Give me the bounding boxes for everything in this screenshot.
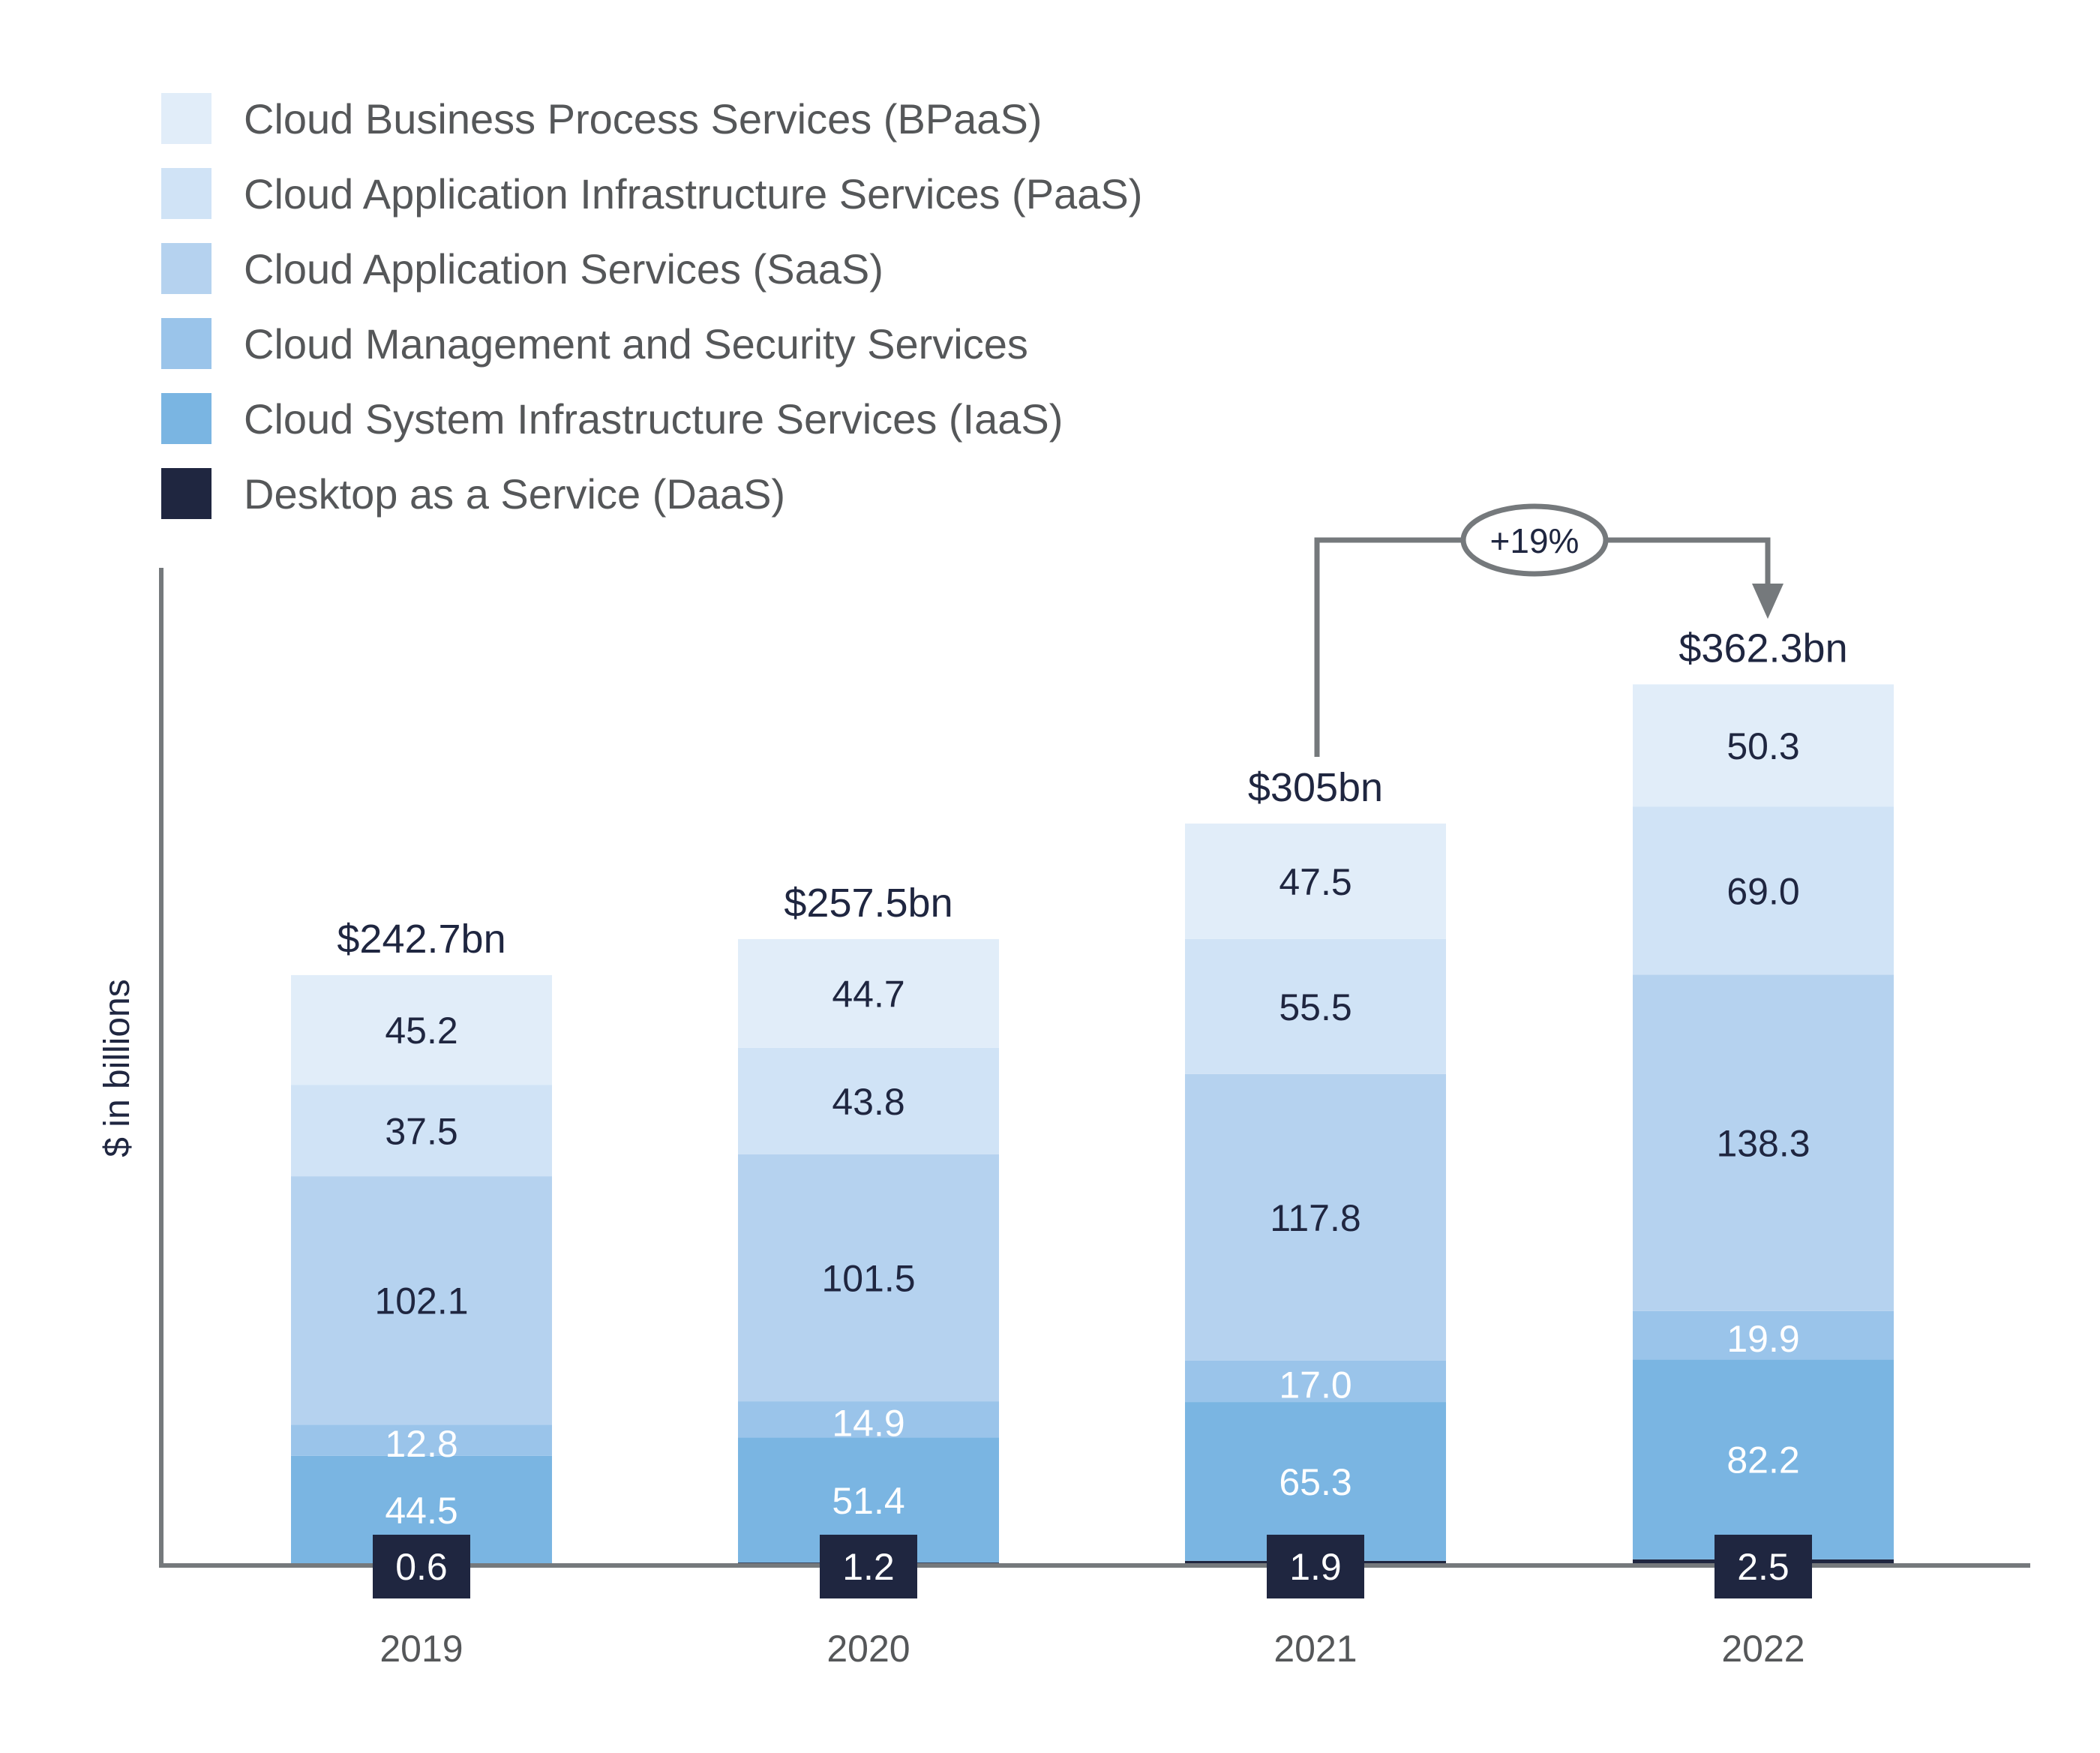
bar-segment [738,1401,999,1438]
growth-badge-text: +19% [1490,521,1580,560]
legend-swatch [161,468,212,519]
arrow-down-icon [1752,584,1784,619]
x-tick-label: 2019 [380,1628,463,1670]
growth-badge [1460,503,1609,577]
segment-value-label: 55.5 [1279,986,1352,1028]
segment-value-label: 19.9 [1726,1318,1799,1360]
segment-value-label: 43.8 [832,1081,904,1123]
segment-value-label: 44.5 [385,1490,458,1532]
legend-label: Cloud Management and Security Services [244,320,1028,368]
daas-value-box [1714,1535,1812,1598]
y-axis-label: $ in billions [98,979,137,1157]
legend-swatch [161,93,212,144]
growth-annotation: +19% [1314,503,1784,757]
bar-segment [1633,1359,1894,1559]
bar-segment [291,1176,552,1425]
bar-total-label: $257.5bn [784,881,952,926]
legend-swatch [161,393,212,444]
segment-value-label: 44.7 [832,973,904,1015]
bar-segment [1185,938,1446,1074]
bar-segment [1185,823,1446,939]
daas-value-box [373,1535,470,1598]
legend-label: Cloud Application Infrastructure Service… [244,170,1142,218]
segment-value-label: 65.3 [1279,1461,1352,1503]
legend-label: Cloud Application Services (SaaS) [244,245,884,293]
bars: 44.5 12.8 102.1 37.5 45.2 $242.7bn 51.4 14.9 101… [291,626,1894,1565]
segment-value-label: 51.4 [832,1480,904,1522]
legend-swatch [161,168,212,219]
segment-value-label: 12.8 [385,1423,458,1465]
bar-segment [738,1047,999,1154]
bar-segment [1633,1310,1894,1360]
bar-segment [1633,974,1894,1311]
legend-label: Desktop as a Service (DaaS) [244,470,785,518]
segment-value-label: 102.1 [374,1280,468,1322]
bar-segment [1185,1073,1446,1361]
bar-segment [1633,684,1894,807]
segment-value-label: 50.3 [1726,725,1799,767]
x-tick-label: 2020 [826,1628,910,1670]
legend-swatch [161,243,212,294]
bar-segment [291,1424,552,1456]
bar-total-label: $305bn [1248,765,1383,810]
bar-total-label: $362.3bn [1678,626,1847,671]
x-tick-label: 2021 [1274,1628,1357,1670]
bar-segment [1633,806,1894,975]
segment-value-label: 45.2 [385,1010,458,1052]
segment-value-label: 138.3 [1716,1123,1810,1165]
x-tick-label: 2022 [1721,1628,1804,1670]
bar-segment [291,974,552,1085]
bar-segment [1185,1402,1446,1561]
legend-label: Cloud Business Process Services (BPaaS) [244,95,1042,143]
daas-value-box [1267,1535,1364,1598]
bar-segment [738,938,999,1048]
segment-value-label: 47.5 [1279,861,1352,903]
growth-connector-line [1314,537,1771,757]
x-tick-labels: 2019 2020 2021 2022 [380,1628,1804,1670]
segment-value-label: 37.5 [385,1110,458,1152]
segment-value-label: 14.9 [832,1402,904,1444]
legend-label: Cloud System Infrastructure Services (Ia… [244,395,1063,443]
bar-segment [291,1085,552,1177]
bar-total-label: $242.7bn [337,917,506,962]
bar-segment [738,1154,999,1402]
segment-value-label: 117.8 [1270,1197,1360,1239]
daas-value-box [820,1535,917,1598]
segment-value-label: 69.0 [1726,870,1799,912]
segment-value-label: 101.5 [821,1258,915,1300]
daas-value-label: 2.5 [1737,1546,1790,1588]
daas-labels: 0.6 1.2 1.9 2.5 [373,1535,1812,1598]
segment-value-label: 17.0 [1279,1364,1352,1406]
legend-swatch [161,318,212,369]
daas-value-label: 0.6 [395,1546,448,1588]
legend: Cloud Business Process Services (BPaaS) C… [161,93,1142,519]
daas-value-label: 1.9 [1289,1546,1342,1588]
segment-value-label: 82.2 [1726,1439,1799,1481]
bar-segment [1185,1360,1446,1403]
daas-value-label: 1.2 [842,1546,895,1588]
